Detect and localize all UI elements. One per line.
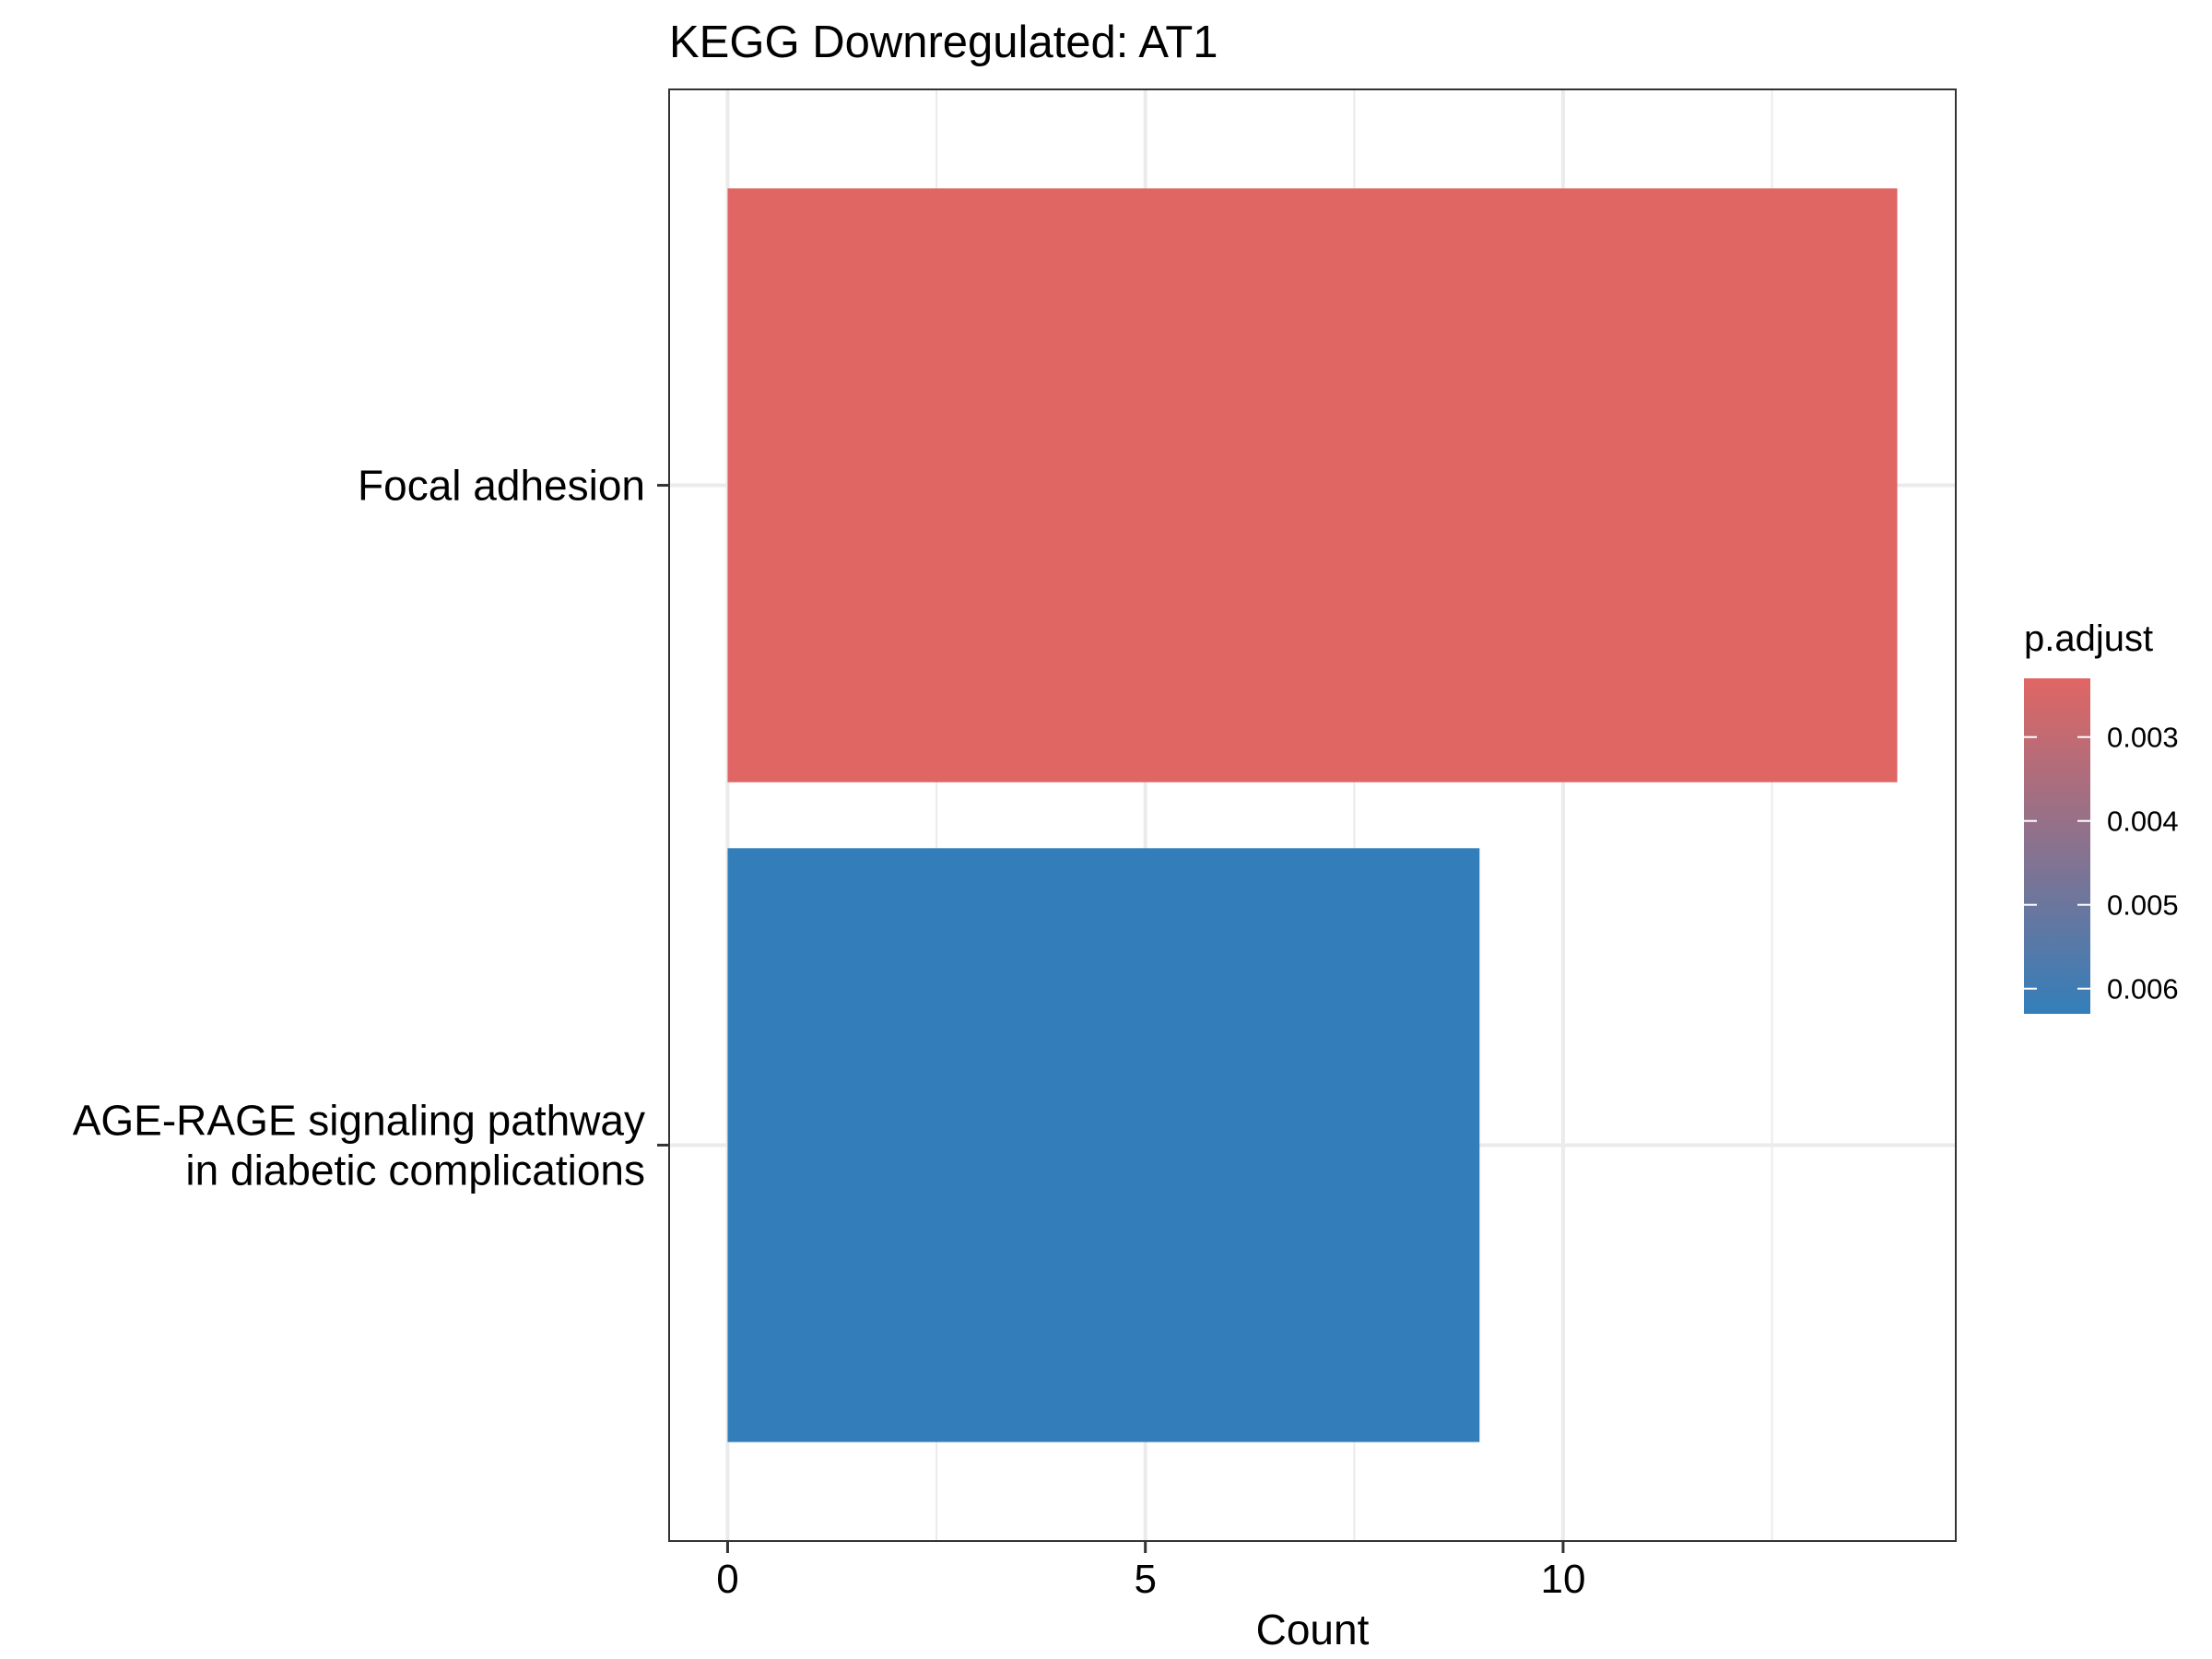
x-axis: 0 5 10 (716, 1541, 1585, 1602)
y-axis: Focal adhesion AGE-RAGE signaling pathway… (73, 462, 669, 1194)
x-tick-label: 0 (716, 1557, 738, 1602)
y-tick-label: Focal adhesion (358, 462, 645, 510)
legend-title: p.adjust (2024, 618, 2153, 659)
legend-tick-label: 0.004 (2107, 806, 2179, 838)
legend-colorbar (2024, 678, 2090, 1014)
chart-title: KEGG Downregulated: AT1 (669, 18, 1218, 67)
y-tick-label: AGE-RAGE signaling pathway (73, 1096, 645, 1144)
y-tick-label: in diabetic complications (185, 1146, 645, 1194)
legend: p.adjust 0.003 0.004 0.005 0.006 (2024, 618, 2179, 1014)
x-axis-title: Count (1256, 1606, 1370, 1653)
bar (727, 848, 1480, 1442)
legend-tick-label: 0.006 (2107, 973, 2179, 1006)
legend-ticks: 0.003 0.004 0.005 0.006 (2024, 722, 2179, 1006)
legend-tick-label: 0.003 (2107, 722, 2179, 754)
x-tick-label: 10 (1540, 1557, 1585, 1602)
legend-tick-label: 0.005 (2107, 889, 2179, 922)
plot-panel-border (668, 88, 1957, 1542)
bars (727, 188, 1898, 1442)
bar (727, 188, 1898, 782)
x-tick-label: 5 (1134, 1557, 1156, 1602)
